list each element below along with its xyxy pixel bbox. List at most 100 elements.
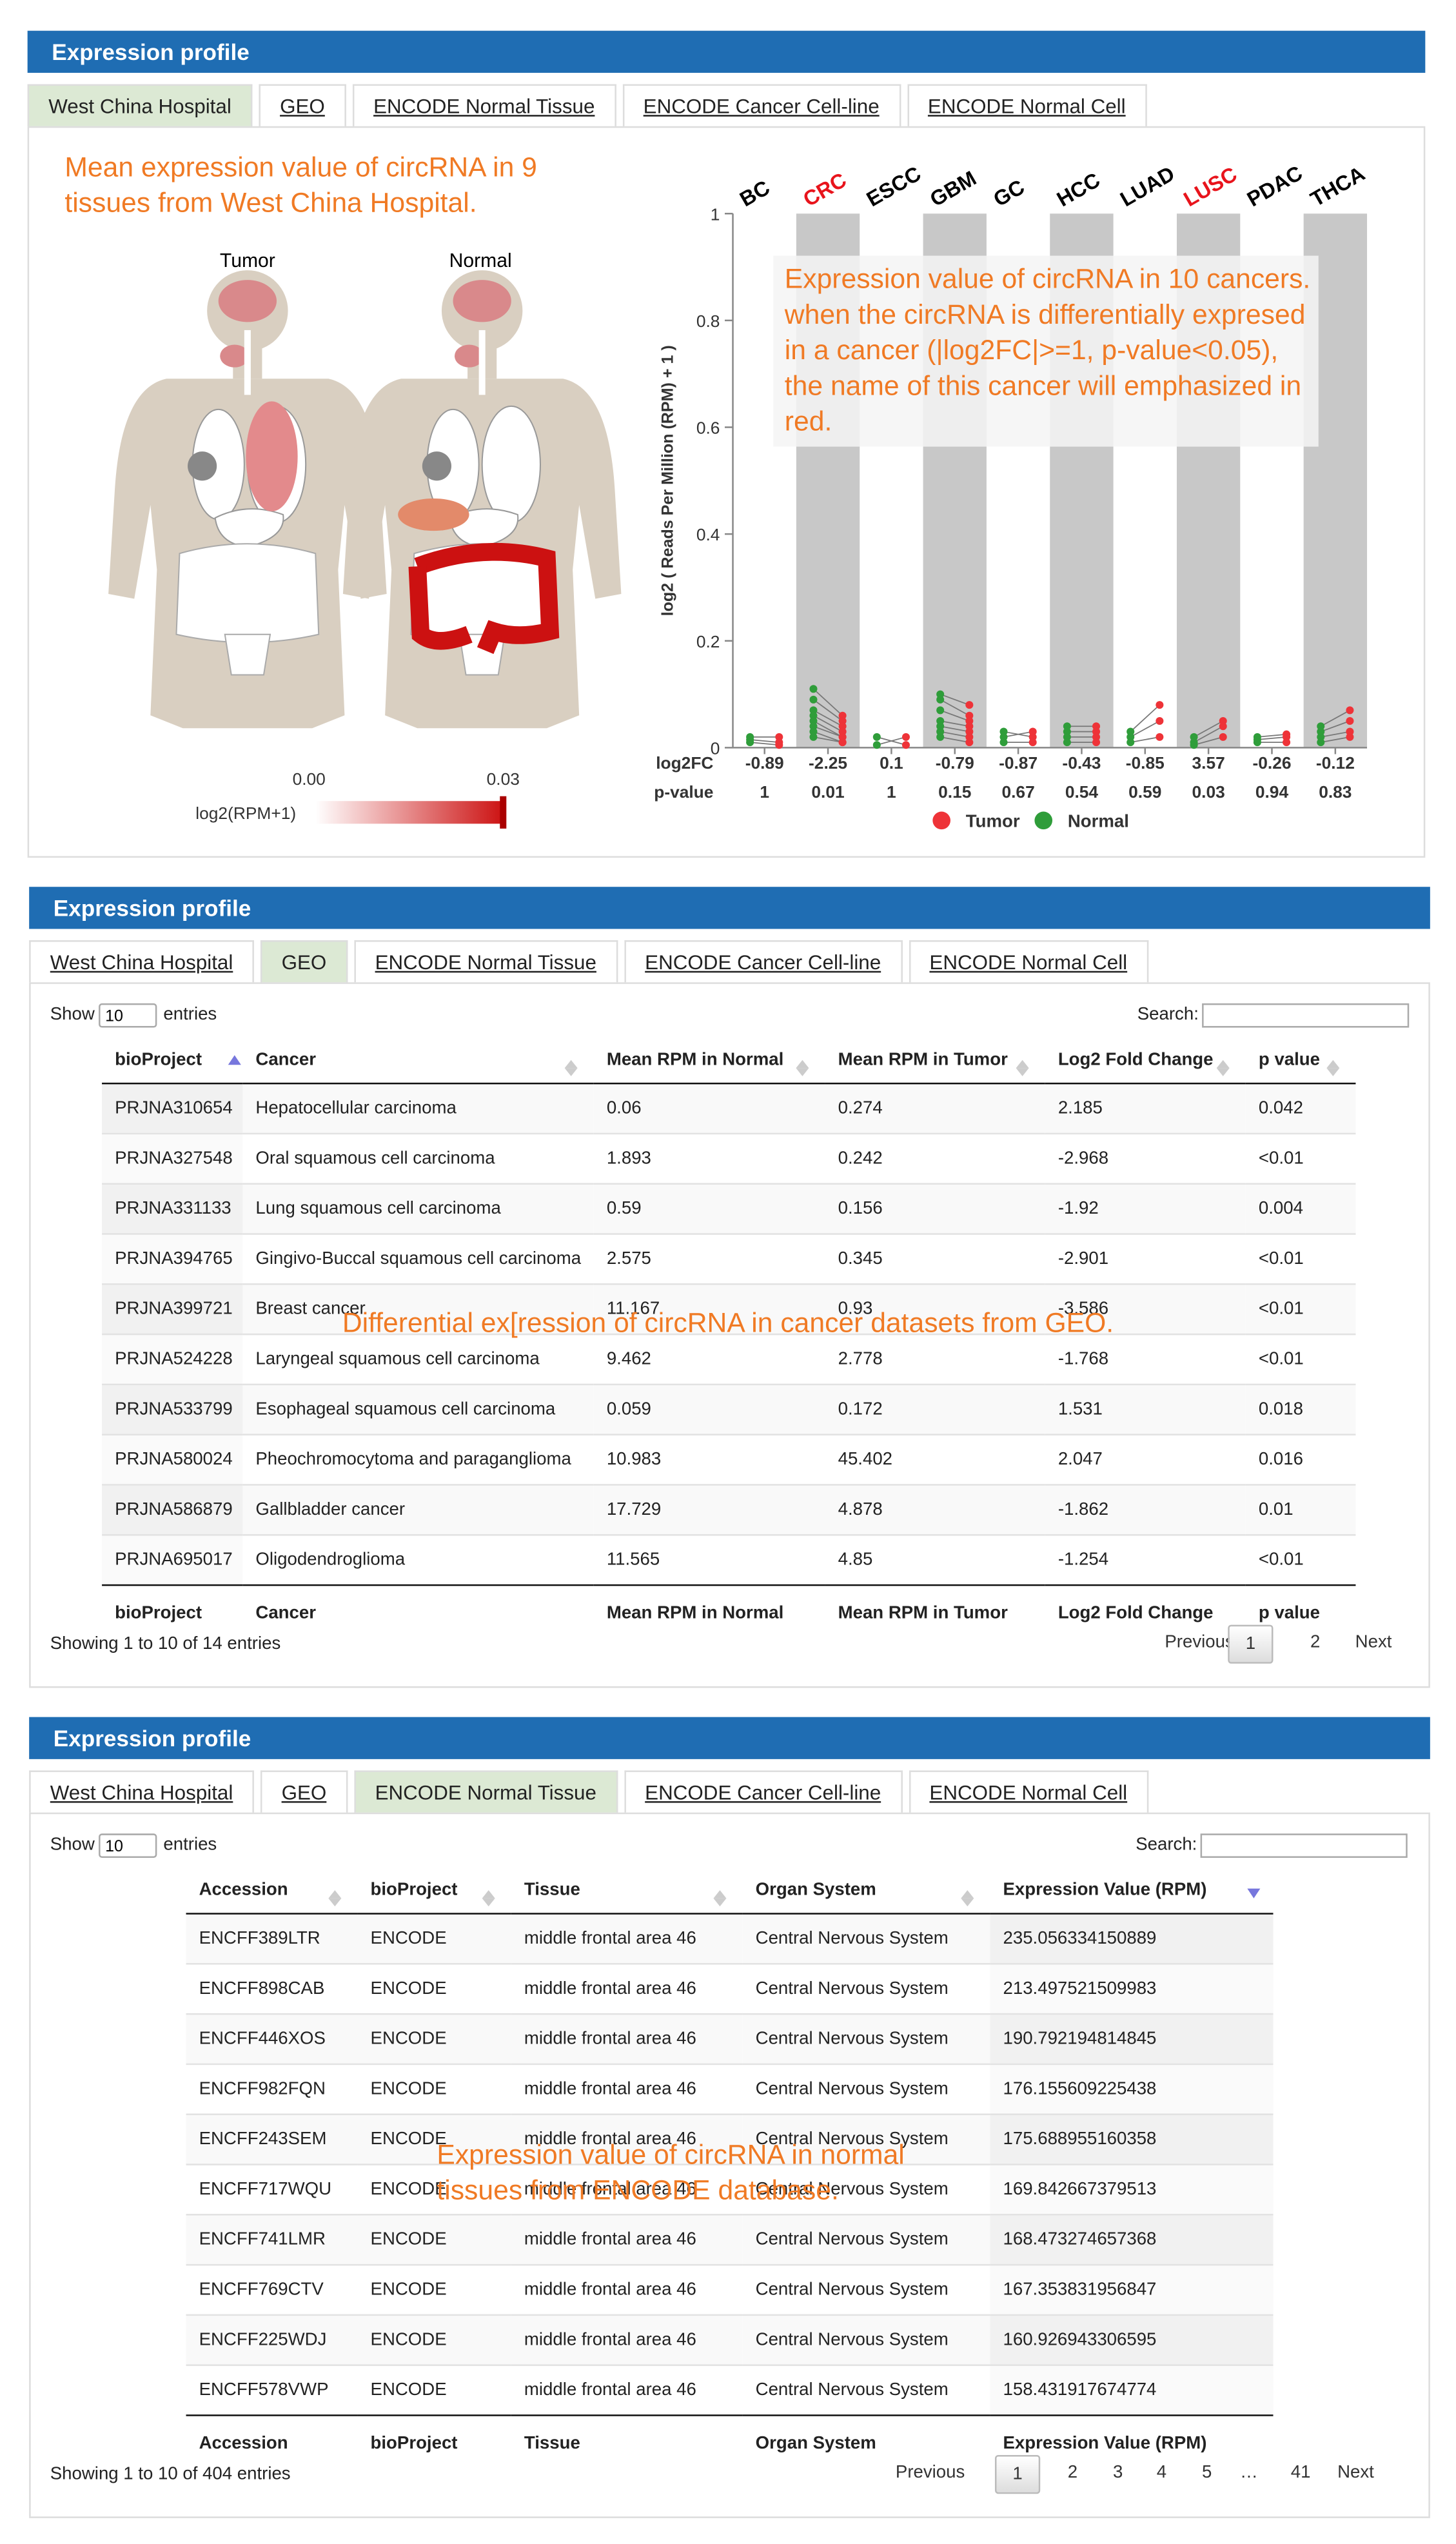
column-header[interactable]: p value [1245, 1036, 1356, 1085]
dot [1346, 727, 1354, 736]
page-length-select[interactable]: 10 [99, 1003, 157, 1028]
column-header[interactable]: Mean RPM in Normal [593, 1036, 825, 1085]
table-cell: Breast cancer [242, 1283, 594, 1335]
dot [775, 733, 783, 741]
column-header[interactable]: bioProject [357, 1866, 511, 1915]
dot [1190, 733, 1198, 741]
dot [1092, 722, 1101, 731]
dot [838, 727, 847, 736]
page-button[interactable]: 2 [1067, 2463, 1078, 2483]
tab[interactable]: ENCODE Normal Tissue [353, 1770, 618, 1813]
table-cell: middle frontal area 46 [511, 2013, 743, 2064]
tab[interactable]: West China Hospital [27, 84, 253, 126]
table-cell: ENCODE [357, 1963, 511, 2015]
column-header[interactable]: Log2 Fold Change [1045, 1036, 1246, 1085]
tab[interactable]: West China Hospital [29, 1770, 254, 1813]
table-cell: <0.01 [1245, 1283, 1356, 1335]
table-cell: 168.473274657368 [990, 2214, 1274, 2265]
tab[interactable]: West China Hospital [29, 940, 254, 983]
tab[interactable]: ENCODE Normal Cell [907, 84, 1147, 126]
table-cell: PRJNA524228 [102, 1333, 243, 1385]
table-cell: Central Nervous System [742, 2063, 990, 2115]
column-header[interactable]: Tissue [511, 1866, 743, 1915]
tab[interactable]: GEO [260, 1770, 348, 1813]
table-row: PRJNA399721 Breast cancer 11.167 0.93 -3.586… [102, 1283, 1356, 1335]
tab[interactable]: ENCODE Normal Tissue [352, 84, 616, 126]
column-header[interactable]: Accession [186, 1866, 358, 1915]
column-header[interactable]: Cancer [242, 1036, 594, 1085]
table-cell: 4.85 [825, 1534, 1045, 1586]
page-button[interactable]: Previous [1165, 1633, 1234, 1653]
tab[interactable]: ENCODE Cancer Cell-line [624, 940, 902, 983]
table-cell: middle frontal area 46 [511, 2263, 743, 2315]
table-cell: 0.274 [825, 1083, 1045, 1134]
table-cell: ENCFF898CAB [186, 1963, 358, 2015]
page-button[interactable]: 3 [1112, 2463, 1123, 2483]
header-row: Accession bioProject Tissue Organ System Exp… [186, 2414, 1274, 2472]
column-header[interactable]: Organ System [742, 1866, 990, 1915]
pair-line [940, 693, 970, 705]
table-cell: 0.018 [1245, 1383, 1356, 1435]
pair-line [1257, 736, 1287, 740]
tab[interactable]: GEO [259, 84, 346, 126]
table-foot: Accession bioProject Tissue Organ System Exp… [186, 2414, 1274, 2472]
page-button[interactable]: 1 [1228, 1624, 1274, 1664]
page-button[interactable]: Next [1337, 2463, 1374, 2483]
data-table: bioProject Cancer Mean RPM in Normal Mean R… [102, 1036, 1356, 1641]
tab[interactable]: ENCODE Cancer Cell-line [622, 84, 901, 126]
pvalue-label: 0.01 [811, 782, 844, 802]
row-label: log2FC [656, 753, 713, 773]
column-header[interactable]: Mean RPM in Tumor [825, 1036, 1045, 1085]
page-button[interactable]: 4 [1156, 2463, 1167, 2483]
page-button[interactable]: 41 [1290, 2463, 1311, 2483]
table-cell: -2.968 [1045, 1132, 1246, 1184]
column-header: Cancer [242, 1584, 594, 1641]
page-button[interactable]: 1 [994, 2454, 1041, 2494]
search-input[interactable] [1200, 1833, 1408, 1858]
tab[interactable]: ENCODE Cancer Cell-line [624, 1770, 902, 1813]
search-input[interactable] [1202, 1003, 1410, 1028]
pair-line [1194, 736, 1223, 746]
table-row: ENCFF446XOS ENCODE middle frontal area 46 C… [186, 2013, 1274, 2064]
table-cell: PRJNA331133 [102, 1183, 243, 1234]
log2fc-label: -0.26 [1252, 753, 1291, 773]
log2fc-label: -2.25 [809, 753, 847, 773]
dot [1028, 733, 1037, 741]
dot [1063, 727, 1071, 736]
dot [936, 727, 945, 736]
page-button[interactable]: 2 [1310, 1633, 1321, 1653]
page-button[interactable]: … [1240, 2463, 1258, 2483]
page-button[interactable]: Previous [895, 2463, 965, 2483]
table-cell: 0.59 [593, 1183, 825, 1234]
column-header: Accession [186, 2414, 358, 2472]
table-cell: 17.729 [593, 1484, 825, 1535]
table-cell: <0.01 [1245, 1534, 1356, 1586]
page-button[interactable]: 5 [1201, 2463, 1212, 2483]
dot [1126, 738, 1135, 747]
table-cell: 10.983 [593, 1434, 825, 1485]
annotation: Mean expression value of circRNA in 9 ti… [64, 152, 537, 219]
table-cell: 213.497521509983 [990, 1963, 1274, 2015]
search-label: Search: [1137, 1005, 1199, 1025]
tab[interactable]: GEO [260, 940, 348, 983]
page-button[interactable]: Next [1355, 1633, 1392, 1653]
table-cell: 160.926943306595 [990, 2314, 1274, 2365]
pair-line [750, 739, 780, 744]
dot [1156, 733, 1164, 741]
dot [965, 711, 974, 720]
page-length-select[interactable]: 10 [99, 1833, 157, 1858]
table-cell: Gallbladder cancer [242, 1484, 594, 1535]
column-header[interactable]: Expression Value (RPM) [990, 1866, 1274, 1915]
tab[interactable]: ENCODE Normal Cell [908, 940, 1148, 983]
annotation: Differential ex[ression of circRNA in ca… [342, 1307, 1114, 1339]
tab[interactable]: ENCODE Normal Tissue [353, 940, 618, 983]
table-row: PRJNA580024 Pheochromocytoma and paragang… [102, 1434, 1356, 1485]
column-header[interactable]: bioProject [102, 1036, 243, 1085]
table-cell: Central Nervous System [742, 2164, 990, 2215]
content-box [27, 126, 1426, 858]
table-cell: ENCFF982FQN [186, 2063, 358, 2115]
table-cell: ENCFF225WDJ [186, 2314, 358, 2365]
pair-line [750, 742, 780, 746]
table-cell: 2.047 [1045, 1434, 1246, 1485]
tab[interactable]: ENCODE Normal Cell [908, 1770, 1148, 1813]
